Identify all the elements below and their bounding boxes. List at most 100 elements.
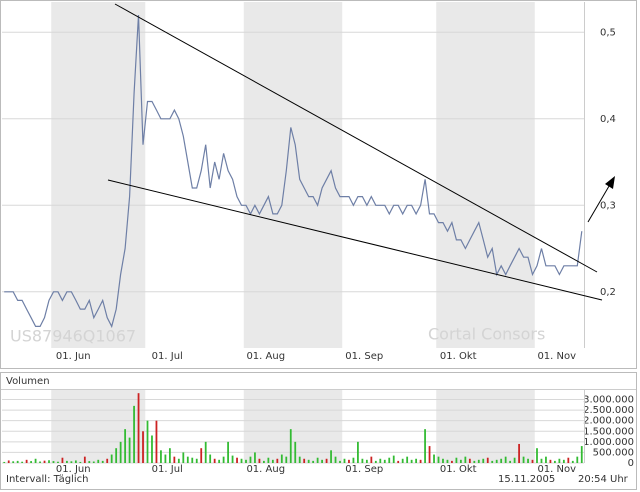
volume-bar [209,454,212,463]
volume-bar [83,456,86,463]
volume-bar [106,458,109,463]
volume-bar [527,458,529,463]
volume-bar [204,441,207,463]
volume-bar [245,459,247,463]
volume-bar [312,460,315,463]
volume-bar [401,458,404,463]
volume-bar [52,461,55,463]
volume-bar [43,460,46,463]
volume-bar [39,461,41,463]
volume-bar [303,458,306,463]
y-tick-label: 0,5 [600,27,616,38]
volume-bar [446,459,449,463]
volume-bar [576,456,579,463]
month-band [51,2,146,348]
volume-bar [110,454,113,463]
volume-bar [97,459,100,463]
x-tick-label: 01. Jul [152,351,183,362]
volume-bar [101,460,104,463]
month-band [243,2,343,348]
volume-bar [406,456,409,463]
volume-bar [3,461,6,463]
volume-bar [339,460,341,463]
volume-bar [316,457,319,463]
volume-bar [571,460,574,463]
footer-interval: Intervall: Täglich [6,474,88,485]
volume-bar [540,458,543,463]
volume-bar [455,457,458,463]
volume-bar [48,460,50,463]
y-tick-label: 500.000 [593,447,634,458]
volume-bar [271,459,274,463]
volume-bar [7,460,10,463]
arrow-shaft [587,180,613,223]
volume-bar [231,455,234,463]
volume-bar [509,460,512,463]
volume-bar [531,459,534,463]
volume-bar [518,443,520,463]
volume-bar [280,454,283,463]
volume-bar [361,458,364,463]
y-tick-label: 3.000.000 [583,395,634,406]
y-tick-label: 1.000.000 [583,437,634,448]
footer-date: 15.11.2005 [498,474,555,485]
y-tick-label: 0,3 [600,200,616,211]
volume-bar [486,457,489,463]
volume-bar [504,456,507,463]
volume-bar [419,459,422,463]
volume-bar [294,441,297,463]
volume-bar [289,429,292,463]
x-tick-label: 01. Nov [537,464,576,475]
volume-bar [200,448,203,463]
volume-bar [491,460,494,463]
x-tick-label: 01. Sep [345,464,383,475]
volume-bar [173,456,176,463]
volume-bar [554,460,556,463]
volume-bar [325,458,328,463]
volume-bar [182,452,185,463]
volume-bar [57,461,59,463]
x-tick-label: 01. Sep [345,351,383,362]
volume-bar [348,459,350,463]
volume-bar [267,457,270,463]
volume-bar [74,460,77,463]
volume-bar [66,460,68,463]
volume-bar [151,435,153,463]
volume-bar [191,457,194,463]
volume-bar [330,450,332,463]
volume-bar [133,405,135,463]
volume-bar [383,459,386,463]
volume-bar [424,429,426,463]
volume-bar [254,452,256,463]
volume-bar [285,456,288,463]
y-tick-label: 2.000.000 [583,416,634,427]
volume-bar [146,420,149,463]
volume-bar [536,448,538,463]
volume-bar [12,461,15,463]
x-tick-label: 01. Okt [440,464,477,475]
y-tick-label: 0,4 [600,114,616,125]
volume-bar [388,457,391,463]
volume-bar [16,460,19,463]
volume-bar [128,437,131,463]
volume-bar [92,461,95,463]
volume-bar [298,456,301,463]
volume-title: Volumen [6,376,50,387]
volume-bar [468,458,471,463]
volume-bar [168,448,171,463]
volume-bar [160,450,162,463]
arrow-head [605,176,615,189]
volume-bar [155,420,158,463]
volume-bar [70,461,73,463]
volume-bar [227,441,229,463]
plot-layer: 01. Jun 01. Jul 01. Aug 01. Sep 01. Okt 01. N… [2,2,634,475]
volume-bar [397,460,400,463]
volume-bar [124,429,127,463]
volume-bar [365,459,368,463]
upper-trendline [114,3,598,273]
volume-bar [473,460,476,463]
volume-bar [79,461,82,463]
x-tick-label: 01. Jul [152,464,183,475]
volume-bar [195,458,198,463]
